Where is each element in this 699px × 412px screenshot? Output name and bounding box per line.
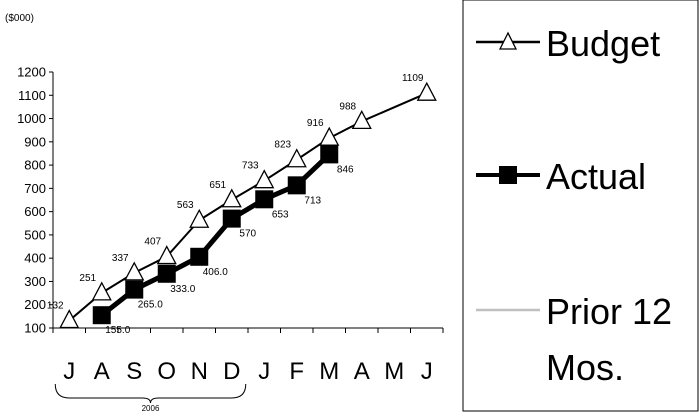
actual-data-label: 406.0 bbox=[203, 267, 228, 278]
x-tick-label: N bbox=[191, 358, 208, 385]
x-tick-label: F bbox=[289, 358, 304, 385]
budget-marker bbox=[221, 188, 242, 208]
x-tick-label: A bbox=[94, 358, 110, 385]
x-tick-label: O bbox=[157, 358, 176, 385]
actual-data-label: 713 bbox=[304, 195, 321, 206]
budget-data-label: 988 bbox=[339, 101, 356, 112]
x-tick-label: S bbox=[126, 358, 142, 385]
group-brace-label: 2006 bbox=[142, 404, 160, 412]
budget-data-label: 1109 bbox=[402, 73, 424, 84]
budget-marker bbox=[189, 208, 210, 228]
y-tick-label: 600 bbox=[24, 204, 46, 219]
plot-area: 100 200 300 400 500 600 700 800 900 1000 1100 1200 J… bbox=[17, 65, 444, 412]
budget-data-label: 337 bbox=[112, 253, 129, 264]
budget-data-label: 251 bbox=[79, 273, 96, 284]
budget-data-label: 823 bbox=[274, 140, 291, 151]
y-tick-label: 100 bbox=[24, 321, 46, 336]
actual-data-label: 265.0 bbox=[138, 300, 163, 311]
legend-label: Mos. bbox=[546, 347, 624, 388]
actual-marker bbox=[157, 264, 176, 283]
budget-data-label: 132 bbox=[47, 301, 64, 312]
y-tick-label: 1000 bbox=[17, 111, 46, 126]
legend-label: Actual bbox=[546, 156, 646, 197]
x-tick-label: M bbox=[384, 358, 404, 385]
actual-data-label: 653 bbox=[272, 209, 289, 220]
budget-data-label: 651 bbox=[209, 180, 226, 191]
y-unit-label: ($000) bbox=[5, 13, 34, 24]
actual-data-label: 846 bbox=[337, 164, 354, 175]
budget-data-label: 916 bbox=[307, 118, 324, 129]
legend-triangle-icon bbox=[498, 31, 518, 50]
y-tick-label: 1100 bbox=[18, 88, 46, 103]
budget-marker bbox=[59, 309, 80, 329]
budget-marker bbox=[286, 148, 307, 168]
y-tick-label: 400 bbox=[24, 251, 46, 266]
x-tick-label: J bbox=[258, 358, 270, 385]
budget-data-label: 563 bbox=[177, 200, 194, 211]
budget-data-label: 407 bbox=[144, 237, 161, 248]
y-tick-label: 800 bbox=[24, 158, 46, 173]
actual-marker bbox=[222, 209, 241, 228]
x-tick-label: J bbox=[63, 358, 75, 385]
budget-marker bbox=[254, 169, 275, 189]
y-tick-label: 700 bbox=[24, 181, 46, 196]
actual-marker bbox=[125, 280, 144, 299]
y-tick-label: 300 bbox=[24, 274, 46, 289]
legend-label: Budget bbox=[546, 23, 660, 64]
y-tick-label: 500 bbox=[24, 227, 46, 242]
x-tick-label: D bbox=[223, 358, 240, 385]
x-tick-label: M bbox=[319, 358, 339, 385]
budget-marker bbox=[319, 126, 340, 146]
y-tick-label: 1200 bbox=[17, 65, 46, 80]
actual-data-label: 155.0 bbox=[105, 325, 130, 336]
actual-marker bbox=[287, 176, 306, 195]
y-tick-label: 200 bbox=[24, 297, 46, 312]
actual-data-label: 333.0 bbox=[170, 284, 195, 295]
y-tick-label: 900 bbox=[24, 134, 46, 149]
actual-marker bbox=[190, 247, 209, 266]
legend: Budget Actual Prior 12 Mos. bbox=[462, 0, 699, 412]
legend-label: Prior 12 bbox=[546, 291, 672, 332]
budget-marker bbox=[416, 81, 437, 101]
budget-marker bbox=[124, 261, 145, 281]
budget-marker bbox=[351, 109, 372, 129]
budget-marker bbox=[156, 245, 177, 265]
budget-marker bbox=[91, 281, 112, 301]
x-tick-label: A bbox=[354, 358, 370, 385]
legend-square-icon bbox=[499, 166, 517, 184]
group-brace bbox=[54, 383, 247, 404]
actual-marker bbox=[92, 306, 111, 325]
legend-box bbox=[462, 0, 699, 412]
actual-marker bbox=[255, 190, 274, 209]
x-tick-label: J bbox=[421, 358, 433, 385]
actual-marker bbox=[320, 145, 339, 164]
budget-data-label: 733 bbox=[242, 161, 259, 172]
actual-data-label: 570 bbox=[239, 229, 256, 240]
